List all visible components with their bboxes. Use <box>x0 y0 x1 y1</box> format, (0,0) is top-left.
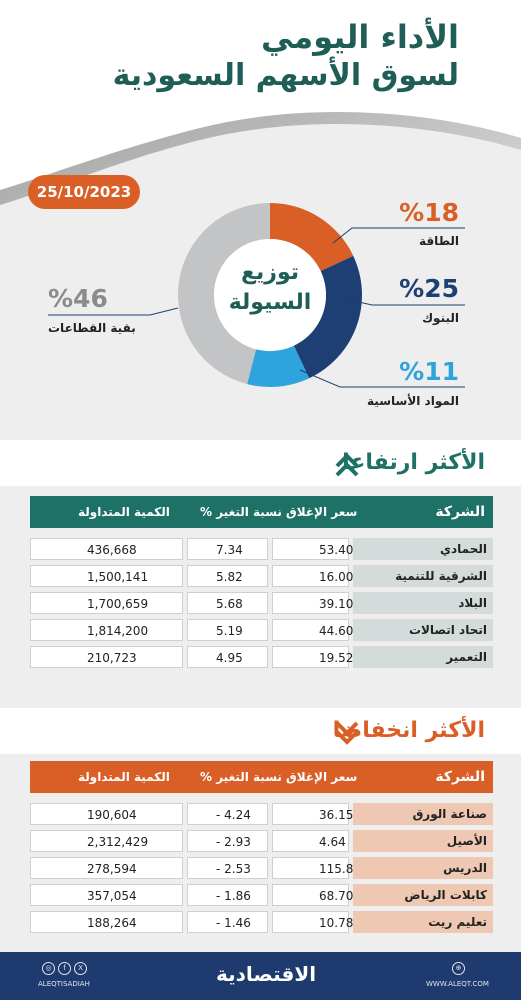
donut-slice <box>270 203 354 272</box>
date-badge: 25/10/2023 <box>28 175 140 209</box>
qty-cell: 188,264 <box>30 911 183 933</box>
donut-slice <box>293 255 362 379</box>
donut-hole <box>214 239 326 351</box>
qty-cell: 436,668 <box>30 538 183 560</box>
change-cell: 5.68 <box>187 592 268 614</box>
close-cell: 68.70 <box>272 884 353 906</box>
change-cell: 7.34 <box>187 538 268 560</box>
donut-center-line2: السيولة <box>228 290 312 315</box>
table-row: 190,604- 4.24 36.15 صناعة الورق <box>30 803 493 825</box>
up-arrow-icon <box>335 453 359 477</box>
footer-bar <box>0 952 521 1000</box>
gainers-title-band <box>0 440 521 486</box>
table-row: 357,054- 1.86 68.70 كابلات الرياض <box>30 884 493 906</box>
qty-cell: 1,700,659 <box>30 592 183 614</box>
company-cell: الشرقية للتنمية <box>353 565 493 587</box>
losers-title: الأكثر انخفاضا <box>332 718 485 743</box>
close-cell: 115.80 <box>272 857 361 879</box>
close-cell: 39.10 <box>272 592 353 614</box>
gainers-table-header: الشركة سعر الإغلاق نسبة التغير % الكمية … <box>30 496 493 528</box>
gainers-title: الأكثر ارتفاعا <box>342 450 485 475</box>
footer-handle[interactable]: ALEQTISADIAH <box>38 980 90 988</box>
company-cell: الحمادي <box>353 538 493 560</box>
close-cell: 4.64 <box>272 830 349 852</box>
qty-cell: 1,814,200 <box>30 619 183 641</box>
company-cell: البلاد <box>353 592 493 614</box>
col-change: نسبة التغير % <box>200 505 282 519</box>
close-cell: 36.15 <box>272 803 353 825</box>
down-arrow-icon <box>335 721 359 745</box>
header-background <box>0 0 521 210</box>
qty-cell: 278,594 <box>30 857 183 879</box>
table-row: 2,312,429- 2.93 4.64 الأصيل <box>30 830 493 852</box>
table-row: 1,500,141 5.82 16.00 الشرقية للتنمية <box>30 565 493 587</box>
company-cell: الأصيل <box>353 830 493 852</box>
change-cell: - 2.53 <box>187 857 268 879</box>
close-cell: 10.78 <box>272 911 353 933</box>
company-cell: الدريس <box>353 857 493 879</box>
losers-title-band <box>0 708 521 754</box>
change-cell: - 4.24 <box>187 803 268 825</box>
donut-leader-lines <box>48 227 465 388</box>
x-icon[interactable]: X <box>74 962 87 975</box>
company-cell: تعليم ريت <box>353 911 493 933</box>
donut-slice <box>247 345 310 387</box>
qty-cell: 2,312,429 <box>30 830 183 852</box>
losers-table-header: الشركة سعر الإغلاق نسبة التغير % الكمية … <box>30 761 493 793</box>
liquidity-donut-chart <box>178 203 362 387</box>
qty-cell: 210,723 <box>30 646 183 668</box>
materials-pct: %11 <box>399 357 459 386</box>
globe-icon[interactable]: ⊕ <box>452 962 465 975</box>
donut-slice <box>178 203 270 385</box>
close-cell: 16.00 <box>272 565 353 587</box>
other-sectors-label: بقية القطاعات <box>48 321 136 335</box>
table-row: 1,700,659 5.68 39.10 البلاد <box>30 592 493 614</box>
materials-label: المواد الأساسية <box>367 394 459 408</box>
change-cell: 5.19 <box>187 619 268 641</box>
donut-center-line1: توزيع <box>240 260 299 285</box>
col-change: نسبة التغير % <box>200 770 282 784</box>
col-close: سعر الإغلاق <box>286 770 358 784</box>
change-cell: 5.82 <box>187 565 268 587</box>
change-cell: 4.95 <box>187 646 268 668</box>
close-cell: 53.40 <box>272 538 353 560</box>
footer-website[interactable]: WWW.ALEQT.COM <box>426 980 489 988</box>
change-cell: - 2.93 <box>187 830 268 852</box>
energy-label: الطاقة <box>419 234 459 248</box>
donut-center-label: توزيع السيولة <box>222 258 318 318</box>
table-row: 1,814,200 5.19 44.60 اتحاد اتصالات <box>30 619 493 641</box>
company-cell: التعمير <box>353 646 493 668</box>
qty-cell: 357,054 <box>30 884 183 906</box>
banks-label: البنوك <box>422 311 459 325</box>
col-qty: الكمية المتداولة <box>78 770 170 784</box>
change-cell: - 1.46 <box>187 911 268 933</box>
table-row: 188,264- 1.46 10.78 تعليم ريت <box>30 911 493 933</box>
col-qty: الكمية المتداولة <box>78 505 170 519</box>
table-row: 436,668 7.34 53.40 الحمادي <box>30 538 493 560</box>
change-cell: - 1.86 <box>187 884 268 906</box>
table-row: 210,723 4.95 19.52 التعمير <box>30 646 493 668</box>
brand-logo: الاقتصادية <box>216 962 317 986</box>
instagram-icon[interactable]: ◎ <box>42 962 55 975</box>
page-subtitle: لسوق الأسهم السعودية <box>112 58 459 93</box>
qty-cell: 1,500,141 <box>30 565 183 587</box>
col-company: الشركة <box>435 504 485 520</box>
qty-cell: 190,604 <box>30 803 183 825</box>
col-close: سعر الإغلاق <box>286 505 358 519</box>
banks-pct: %25 <box>399 274 459 303</box>
table-row: 278,594- 2.53 115.80 الدريس <box>30 857 493 879</box>
energy-pct: %18 <box>399 198 459 227</box>
other-sectors-pct: %46 <box>48 284 108 313</box>
company-cell: صناعة الورق <box>353 803 493 825</box>
close-cell: 19.52 <box>272 646 353 668</box>
close-cell: 44.60 <box>272 619 353 641</box>
page-title: الأداء اليومي <box>261 18 459 56</box>
company-cell: كابلات الرياض <box>353 884 493 906</box>
company-cell: اتحاد اتصالات <box>353 619 493 641</box>
col-company: الشركة <box>435 769 485 785</box>
facebook-icon[interactable]: f <box>58 962 71 975</box>
